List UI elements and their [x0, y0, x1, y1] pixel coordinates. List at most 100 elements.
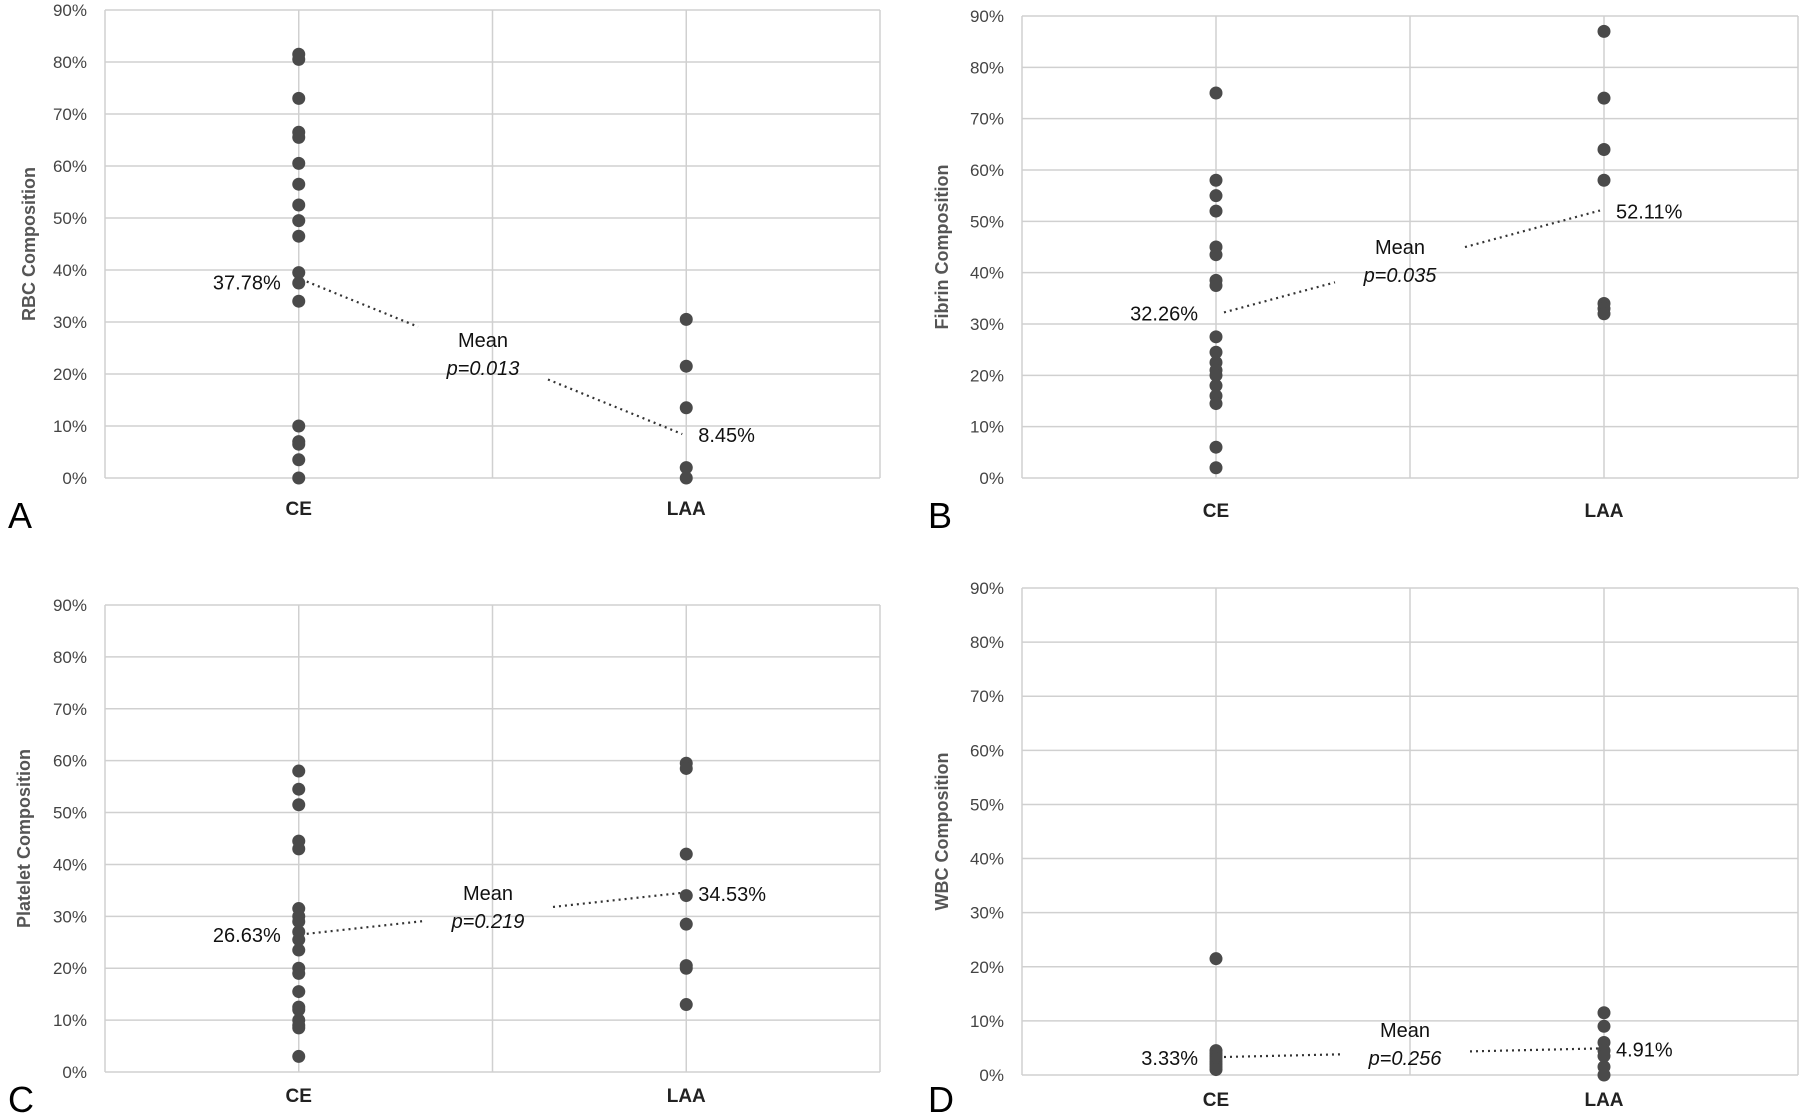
mean-value-label: 52.11%: [1616, 202, 1683, 224]
y-tick-label: 10%: [53, 417, 87, 436]
panel-letter: C: [8, 1079, 34, 1118]
data-point: [292, 214, 306, 228]
data-point: [292, 437, 306, 451]
data-point: [679, 889, 693, 903]
mean-value-label: 3.33%: [1141, 1048, 1198, 1070]
data-point: [679, 359, 693, 373]
y-tick-label: 70%: [53, 700, 87, 719]
p-value-label: p=0.035: [1363, 265, 1438, 287]
data-point: [292, 1003, 306, 1017]
data-point: [679, 312, 693, 326]
x-category-label: CE: [286, 1086, 312, 1107]
data-point: [1209, 173, 1223, 187]
y-tick-label: 60%: [970, 161, 1004, 180]
y-tick-label: 80%: [970, 633, 1004, 652]
y-tick-label: 70%: [970, 687, 1004, 706]
y-tick-label: 30%: [970, 904, 1004, 923]
chart-panel-a: 0% 10% 20% 30% 40% 50% 60% 70% 80% 90% CE LAA RBC Co…: [8, 1, 881, 536]
data-point: [1597, 1068, 1611, 1082]
y-axis-label: WBC Composition: [932, 753, 952, 911]
data-point: [292, 471, 306, 485]
p-value-label: p=0.219: [451, 911, 525, 933]
data-point: [292, 419, 306, 433]
data-point: [1209, 204, 1223, 218]
y-tick-label: 0%: [62, 1063, 87, 1082]
data-point: [292, 985, 306, 999]
mean-connector-line: [552, 891, 683, 909]
data-point: [1209, 279, 1223, 292]
data-point: [292, 52, 306, 66]
mean-connector-line: [1223, 1053, 1341, 1059]
mean-value-label: 26.63%: [213, 925, 281, 947]
data-point: [1597, 142, 1611, 156]
data-point: [292, 198, 306, 212]
data-point: [1209, 397, 1223, 411]
y-tick-label: 90%: [53, 596, 87, 615]
mean-label: Mean: [1375, 237, 1425, 259]
mean-value-label: 34.53%: [698, 884, 766, 906]
mean-connector-line: [306, 280, 419, 328]
x-category-label: LAA: [1584, 501, 1623, 522]
data-point: [1597, 307, 1611, 321]
y-tick-label: 60%: [970, 741, 1004, 760]
y-tick-label: 20%: [53, 959, 87, 978]
data-point: [1597, 1049, 1611, 1063]
data-point: [1209, 189, 1223, 203]
data-point: [1209, 368, 1223, 382]
mean-label: Mean: [458, 330, 508, 352]
chart-panel-c: 0% 10% 20% 30% 40% 50% 60% 70% 80% 90% CE LAA Platel…: [8, 596, 881, 1118]
y-tick-label: 10%: [970, 418, 1004, 437]
y-axis-label: RBC Composition: [19, 167, 39, 321]
y-tick-label: 30%: [53, 907, 87, 926]
y-tick-label: 50%: [970, 212, 1004, 231]
y-tick-label: 40%: [53, 261, 87, 280]
y-tick-label: 40%: [53, 855, 87, 874]
data-point: [292, 1049, 306, 1063]
data-point: [1209, 440, 1223, 454]
mean-connector-line: [1464, 209, 1601, 249]
y-tick-label: 0%: [979, 1066, 1004, 1085]
y-tick-label: 80%: [53, 53, 87, 72]
mean-value-label: 32.26%: [1130, 303, 1198, 325]
data-point: [1209, 86, 1223, 100]
data-point: [292, 294, 306, 308]
mean-connector-line: [1469, 1047, 1601, 1053]
data-point: [292, 130, 306, 144]
data-point: [292, 177, 306, 191]
y-tick-label: 50%: [53, 804, 87, 823]
mean-connector-line: [547, 378, 683, 436]
y-tick-label: 30%: [53, 313, 87, 332]
x-category-label: CE: [1203, 501, 1229, 522]
data-point: [1209, 461, 1223, 475]
data-point: [1209, 330, 1223, 344]
data-point: [1209, 952, 1223, 966]
x-category-label: CE: [286, 499, 312, 520]
data-point: [1209, 1063, 1223, 1077]
data-point: [1209, 248, 1223, 262]
y-tick-label: 50%: [53, 209, 87, 228]
data-point: [679, 461, 693, 475]
mean-value-label: 8.45%: [698, 425, 755, 447]
y-tick-label: 70%: [53, 105, 87, 124]
y-tick-label: 10%: [53, 1011, 87, 1030]
y-tick-label: 40%: [970, 850, 1004, 869]
y-tick-label: 90%: [970, 579, 1004, 598]
y-tick-label: 30%: [970, 315, 1004, 334]
data-point: [1597, 91, 1611, 105]
y-tick-label: 90%: [53, 1, 87, 20]
mean-label: Mean: [463, 883, 513, 905]
data-point: [292, 91, 306, 105]
data-point: [292, 1021, 306, 1035]
x-category-label: LAA: [667, 1086, 706, 1107]
chart-panel-b: 0% 10% 20% 30% 40% 50% 60% 70% 80% 90% CE LAA Fibrin…: [928, 7, 1799, 536]
chart-panel-d: 0% 10% 20% 30% 40% 50% 60% 70% 80% 90% CE LAA WBC Co…: [928, 579, 1799, 1118]
y-tick-label: 20%: [970, 958, 1004, 977]
data-point: [1209, 379, 1223, 393]
data-point: [292, 782, 306, 796]
data-point: [292, 943, 306, 957]
y-tick-label: 50%: [970, 795, 1004, 814]
y-tick-label: 0%: [62, 469, 87, 488]
data-point: [1597, 173, 1611, 187]
panel-letter: A: [8, 495, 32, 536]
panel-letter: B: [928, 495, 952, 536]
